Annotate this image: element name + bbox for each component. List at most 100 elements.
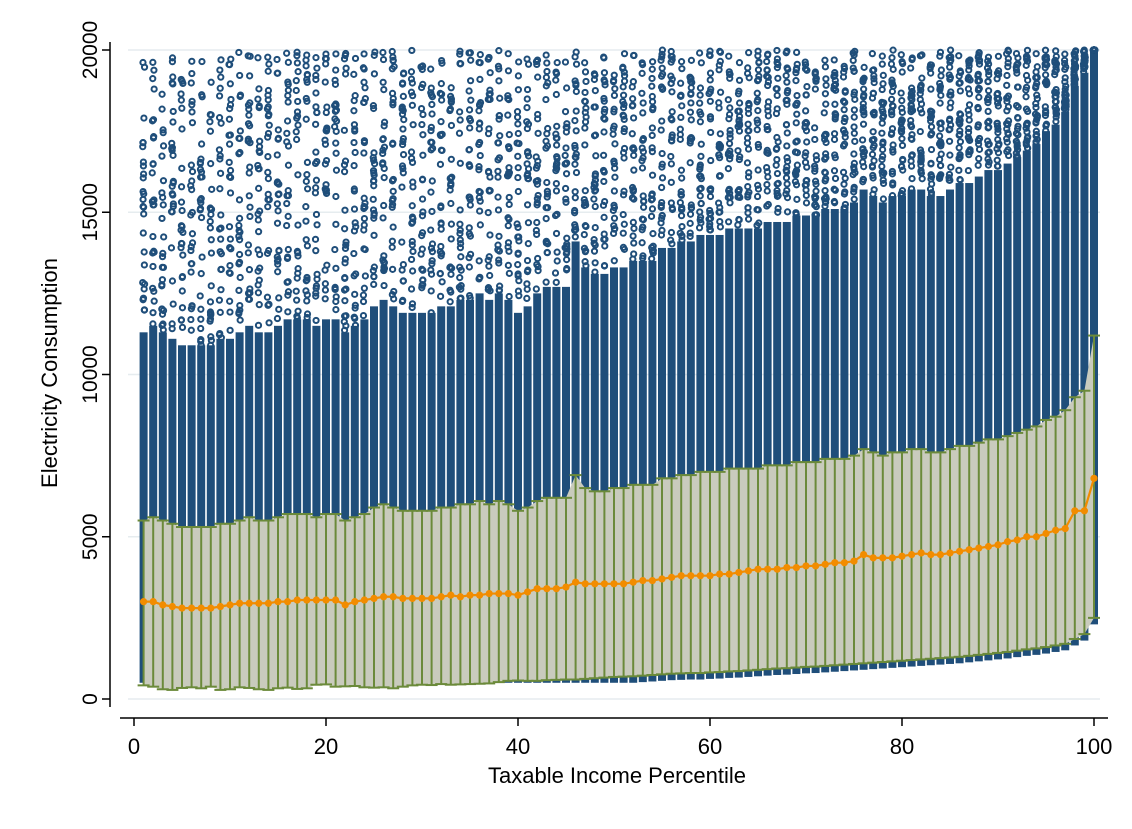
median-point [639,576,647,585]
scatter-column [264,332,273,683]
scatter-point [485,168,493,176]
scatter-point [341,255,349,263]
scatter-point [369,167,378,175]
scatter-point [581,124,589,132]
scatter-point [534,177,542,185]
scatter-point [572,225,580,234]
scatter-point [706,69,715,77]
scatter-point [217,250,225,258]
scatter-point [715,99,723,107]
y-tick-label: 15000 [79,183,102,241]
scatter-point [667,178,675,186]
median-point [264,599,272,607]
scatter-point [831,100,839,108]
scatter-point [572,80,580,88]
scatter-point [840,106,848,114]
scatter-point [552,167,560,175]
scatter-point [1041,55,1049,63]
scatter-point [514,250,522,258]
scatter-point [764,107,772,115]
scatter-point [197,315,205,323]
scatter-column [667,247,676,681]
scatter-point [159,177,168,185]
scatter-point [1032,50,1040,58]
scatter-point [245,111,253,119]
scatter-point [1052,47,1060,55]
scatter-point [284,308,292,316]
scatter-point [178,104,186,112]
scatter-point [514,287,523,295]
scatter-point [428,100,436,109]
scatter-point [188,108,196,116]
scatter-point [312,120,320,128]
scatter-point [801,119,809,127]
scatter-point [841,98,849,107]
scatter-point [974,86,982,94]
scatter-point [984,96,992,104]
scatter-point [753,192,762,201]
scatter-point [159,142,168,150]
scatter-point [869,128,877,136]
median-point [677,572,685,580]
scatter-point [783,64,791,72]
scatter-point [984,137,992,145]
scatter-point [562,170,571,178]
scatter-point [763,180,771,189]
scatter-point [563,120,571,128]
scatter-point [514,129,522,138]
scatter-point [927,145,936,154]
scatter-point [552,90,560,99]
scatter-point [878,52,886,60]
scatter-point [784,86,792,95]
scatter-point [609,78,618,86]
scatter-point [774,204,782,213]
scatter-point [274,207,282,215]
scatter-point [150,133,158,141]
scatter-point [484,208,492,217]
scatter-point [427,287,435,295]
scatter-point [1022,124,1030,132]
scatter-point [293,48,301,56]
scatter-column [792,215,801,675]
scatter-point [763,163,771,172]
median-point [399,594,407,603]
scatter-point [965,116,973,124]
median-point [1080,507,1088,515]
scatter-point [716,223,724,231]
y-tick-label: 10000 [79,345,102,403]
scatter-point [293,59,301,67]
scatter-point [350,187,358,195]
scatter-point [687,116,695,124]
scatter-point [793,91,801,100]
scatter-point [150,297,158,305]
scatter-point [687,203,696,212]
scatter-point [254,165,263,173]
scatter-point [851,137,859,145]
scatter-point [1061,50,1069,58]
median-point [1090,474,1098,482]
scatter-point [926,63,934,71]
scatter-point [658,117,666,125]
scatter-point [149,262,157,271]
scatter-point [197,155,205,163]
scatter-point [323,124,331,132]
scatter-column [696,234,705,680]
scatter-point [600,94,608,103]
scatter-point [514,187,522,196]
median-series [140,474,1098,612]
scatter-point [735,87,743,95]
scatter-point [763,72,771,80]
scatter-point [159,201,167,209]
scatter-point [830,84,838,93]
scatter-point [956,111,965,119]
scatter-point [274,134,283,142]
scatter-point [332,305,340,314]
scatter-point [572,168,581,177]
scatter-point [859,100,867,108]
scatter-point [868,50,876,58]
scatter-point [255,85,263,93]
scatter-point [1042,127,1050,135]
scatter-point [283,221,291,230]
scatter-point [398,162,407,170]
scatter-point [486,231,494,239]
